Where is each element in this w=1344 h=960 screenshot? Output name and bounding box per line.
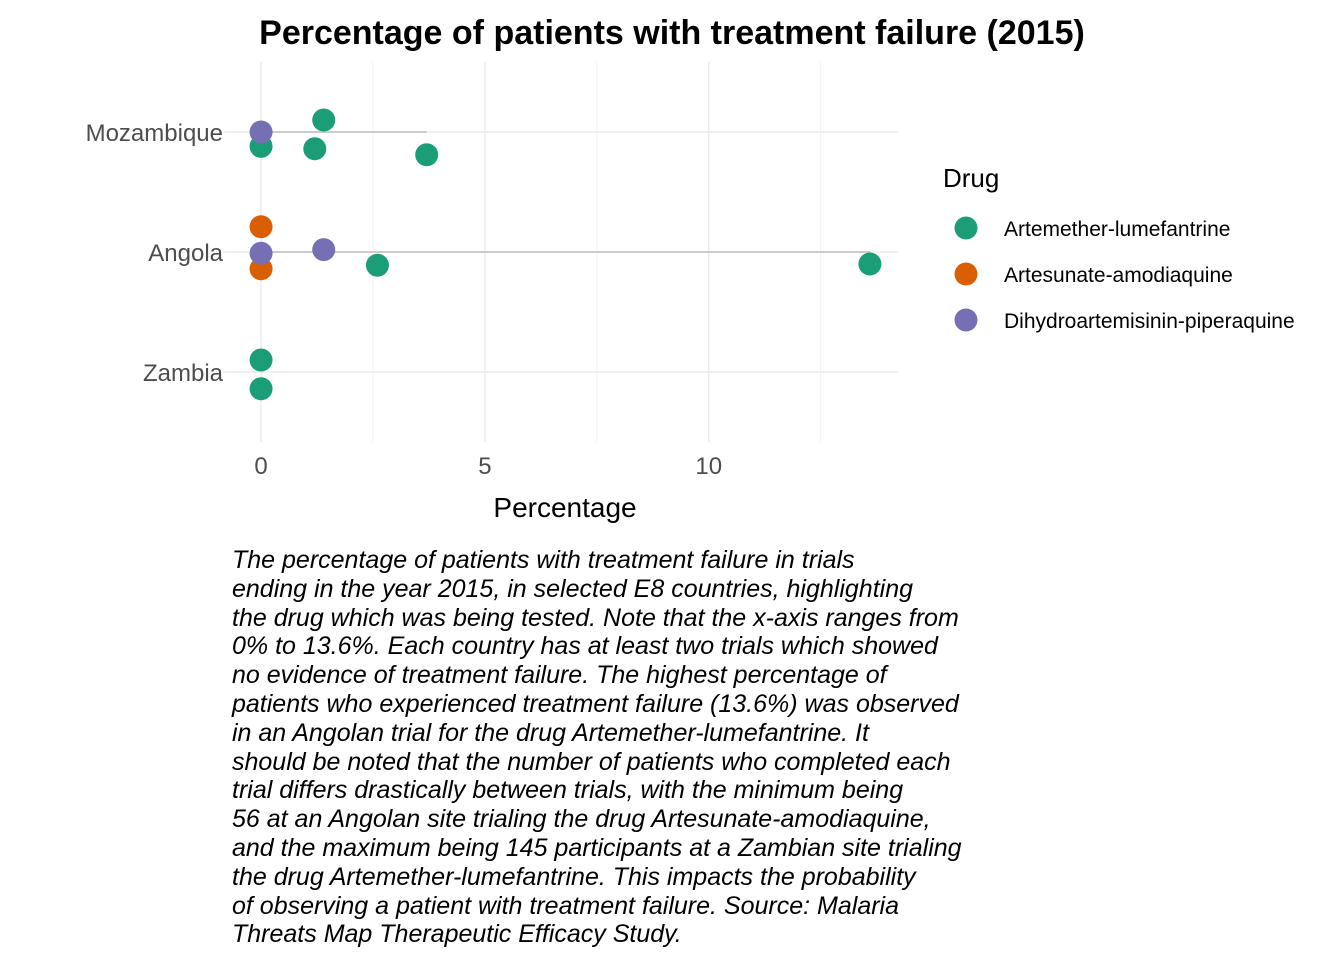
data-points xyxy=(249,108,882,401)
data-point xyxy=(249,377,273,401)
y-tick-label: Angola xyxy=(148,240,223,267)
legend-key xyxy=(954,262,978,286)
x-axis-title: Percentage xyxy=(493,492,636,523)
data-point xyxy=(312,238,336,262)
legend-label: Dihydroartemisinin-piperaquine xyxy=(1004,310,1295,333)
legend-title: Drug xyxy=(943,163,999,193)
x-tick-label: 5 xyxy=(478,453,491,480)
y-tick-label: Mozambique xyxy=(86,120,223,147)
data-point xyxy=(249,215,273,239)
x-tick-label: 0 xyxy=(254,453,267,480)
x-tick-labels: 0 5 10 xyxy=(254,453,722,480)
data-point xyxy=(858,252,882,276)
data-point xyxy=(303,137,327,161)
y-tick-label: Zambia xyxy=(143,360,224,387)
range-lines xyxy=(261,131,870,253)
legend-label: Artesunate-amodiaquine xyxy=(1004,264,1233,287)
data-point xyxy=(415,143,439,167)
x-tick-label: 10 xyxy=(695,453,722,480)
chart-title: Percentage of patients with treatment fa… xyxy=(259,14,1085,52)
y-tick-labels: Mozambique Angola Zambia xyxy=(86,120,224,387)
data-point xyxy=(249,241,273,265)
legend-key xyxy=(954,308,978,332)
dot-plot-chart: Percentage of patients with treatment fa… xyxy=(86,14,1295,523)
data-point xyxy=(249,348,273,372)
data-point xyxy=(365,253,389,277)
legend: Drug Artemether-lumefantrine Artesunate-a… xyxy=(943,163,1295,333)
legend-key xyxy=(954,216,978,240)
legend-label: Artemether-lumefantrine xyxy=(1004,218,1230,241)
data-point xyxy=(312,108,336,132)
data-point xyxy=(249,120,273,144)
figure-caption: The percentage of patients with treatmen… xyxy=(232,546,962,949)
